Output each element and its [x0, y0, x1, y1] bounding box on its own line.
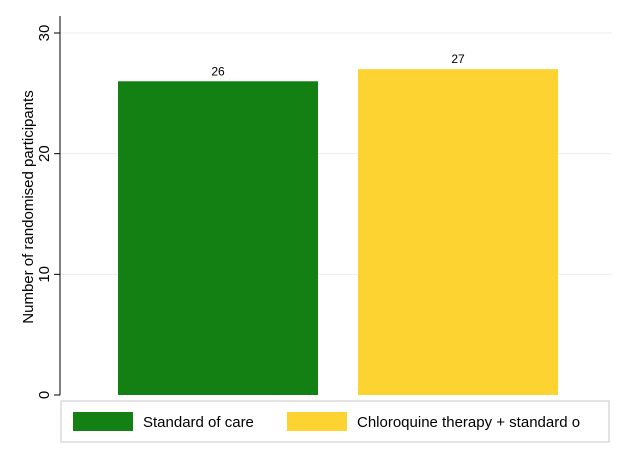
legend-swatch [73, 412, 133, 431]
y-axis-ticks: 0 10 20 30 [36, 25, 60, 399]
data-label: 27 [451, 52, 465, 66]
bar [118, 81, 318, 396]
y-axis-label: Number of randomised participants [20, 90, 37, 323]
legend-entry: Standard of care [143, 414, 254, 431]
data-labels: 26 27 [211, 52, 465, 78]
data-label: 26 [211, 64, 225, 78]
bars [118, 69, 558, 396]
y-tick-label: 20 [36, 145, 53, 162]
y-tick-label: 10 [36, 266, 53, 283]
legend: Standard of care Chloroquine therapy + st… [73, 412, 580, 431]
legend-swatch [287, 412, 347, 431]
bar [358, 69, 558, 395]
y-tick-label: 0 [36, 391, 53, 399]
legend-entry: Chloroquine therapy + standard o [357, 414, 580, 431]
y-tick-label: 30 [36, 25, 53, 42]
